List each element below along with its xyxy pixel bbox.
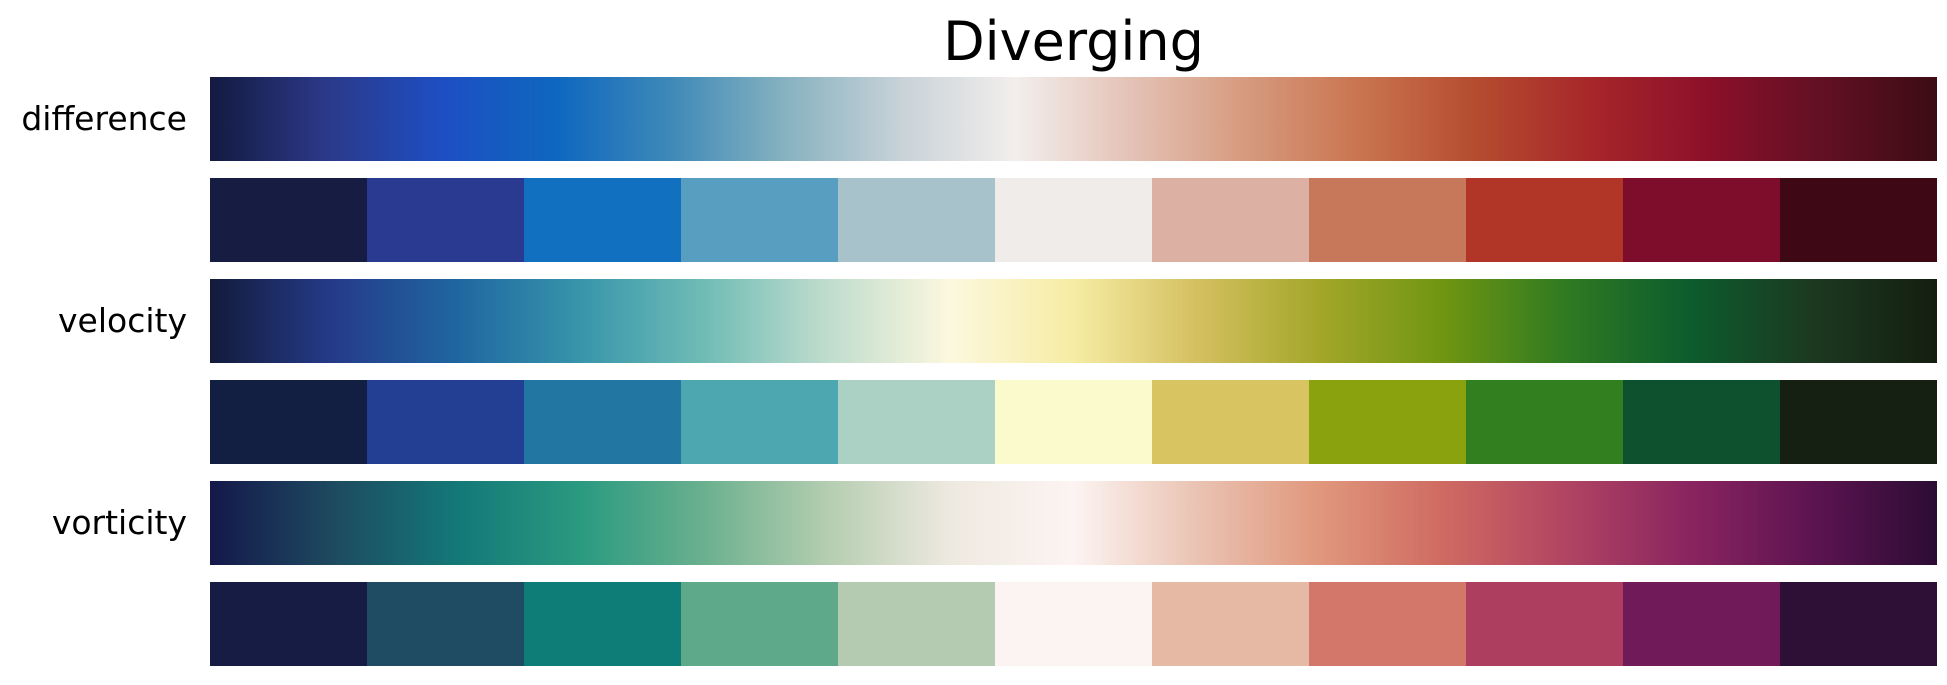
- swatch-strip-vorticity: [210, 582, 1937, 666]
- swatch-strip-difference: [210, 178, 1937, 262]
- colormap-label-difference: difference: [21, 99, 187, 138]
- chart-title: Diverging: [943, 10, 1204, 73]
- swatch-difference-8: [1466, 178, 1623, 262]
- swatch-vorticity-0: [210, 582, 367, 666]
- swatch-velocity-0: [210, 380, 367, 464]
- swatch-strip-velocity: [210, 380, 1937, 464]
- swatch-velocity-2: [524, 380, 681, 464]
- swatch-velocity-6: [1152, 380, 1309, 464]
- swatch-vorticity-7: [1309, 582, 1466, 666]
- gradient-strip-velocity: [210, 279, 1937, 363]
- swatch-difference-4: [838, 178, 995, 262]
- swatch-vorticity-2: [524, 582, 681, 666]
- swatch-vorticity-8: [1466, 582, 1623, 666]
- swatch-vorticity-9: [1623, 582, 1780, 666]
- swatch-velocity-8: [1466, 380, 1623, 464]
- swatch-velocity-10: [1780, 380, 1937, 464]
- gradient-strip-vorticity: [210, 481, 1937, 565]
- swatch-difference-5: [995, 178, 1152, 262]
- swatch-difference-10: [1780, 178, 1937, 262]
- swatch-velocity-5: [995, 380, 1152, 464]
- swatch-velocity-9: [1623, 380, 1780, 464]
- swatch-difference-2: [524, 178, 681, 262]
- swatch-difference-6: [1152, 178, 1309, 262]
- colormap-label-vorticity: vorticity: [51, 503, 187, 542]
- gradient-strip-difference: [210, 77, 1937, 161]
- swatch-velocity-1: [367, 380, 524, 464]
- swatch-difference-0: [210, 178, 367, 262]
- swatch-vorticity-3: [681, 582, 838, 666]
- swatch-vorticity-5: [995, 582, 1152, 666]
- swatch-difference-7: [1309, 178, 1466, 262]
- swatch-velocity-4: [838, 380, 995, 464]
- swatch-difference-3: [681, 178, 838, 262]
- swatch-velocity-7: [1309, 380, 1466, 464]
- swatch-difference-1: [367, 178, 524, 262]
- swatch-vorticity-1: [367, 582, 524, 666]
- swatch-vorticity-10: [1780, 582, 1937, 666]
- swatch-velocity-3: [681, 380, 838, 464]
- swatch-vorticity-4: [838, 582, 995, 666]
- swatch-vorticity-6: [1152, 582, 1309, 666]
- colormap-label-velocity: velocity: [58, 301, 187, 340]
- swatch-difference-9: [1623, 178, 1780, 262]
